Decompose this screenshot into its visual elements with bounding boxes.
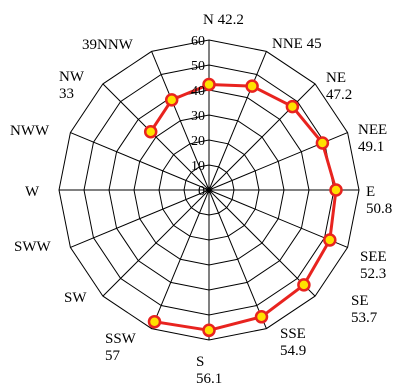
data-point-ne (285, 99, 300, 114)
direction-label-see-value: 52.3 (360, 266, 386, 282)
spoke-nw (102, 83, 210, 191)
data-point-nne (245, 79, 259, 93)
spoke-nne (208, 51, 267, 191)
tick-label: 60 (191, 34, 205, 49)
tick-label: 30 (191, 109, 205, 124)
tick-label: 0 (198, 184, 205, 199)
radar-series (143, 77, 343, 338)
direction-label-ne-value: 47.2 (326, 87, 352, 103)
direction-label-ne: NE (326, 70, 346, 86)
direction-label-s-value: 56.1 (196, 371, 222, 387)
direction-label-nne: NNE 45 (272, 36, 322, 52)
data-point-e (329, 183, 343, 197)
spoke-sse (208, 189, 267, 329)
data-point-sse (254, 310, 269, 324)
direction-label-sse: SSE (280, 326, 306, 342)
data-point-nw (143, 124, 158, 139)
spoke-se (208, 189, 316, 297)
direction-label-sse-value: 54.9 (280, 343, 306, 359)
data-point-see (323, 233, 337, 247)
direction-label-nee: NEE (358, 122, 387, 138)
direction-label-ssw: SSW (105, 331, 137, 347)
spoke-nnw (151, 51, 210, 191)
radial-tick-labels: 0 10 20 30 40 50 60 (191, 34, 205, 199)
direction-label-e-value: 50.8 (366, 201, 392, 217)
data-point-n (202, 77, 216, 92)
spoke-sww (70, 189, 210, 248)
direction-label-nee-value: 49.1 (358, 139, 384, 155)
data-point-nnw (164, 93, 179, 107)
data-point-ssw (147, 314, 162, 329)
direction-label-e: E (366, 184, 375, 200)
direction-label-s: S (196, 354, 204, 370)
spoke-sw (102, 189, 210, 297)
data-point-se (297, 278, 311, 292)
direction-label-nww: NWW (10, 123, 50, 139)
direction-label-sw: SW (64, 290, 87, 306)
direction-label-se-value: 53.7 (351, 310, 378, 326)
direction-label-nnw: 39NNW (82, 37, 134, 53)
direction-label-n: N 42.2 (203, 12, 244, 28)
spoke-ne (208, 83, 316, 191)
tick-label: 40 (191, 84, 205, 99)
radar-grid (58, 39, 360, 341)
direction-label-se: SE (351, 293, 369, 309)
spoke-ssw (151, 189, 210, 329)
direction-label-ssw-value: 57 (105, 348, 121, 364)
direction-label-nw-value: 33 (59, 86, 74, 102)
direction-label-see: SEE (360, 249, 387, 265)
data-point-nee (315, 136, 330, 150)
direction-label-nw: NW (59, 69, 85, 85)
direction-label-sww: SWW (14, 239, 52, 255)
spoke-nww (70, 132, 210, 191)
tick-label: 50 (191, 59, 205, 74)
tick-label: 10 (191, 159, 205, 174)
direction-label-w: W (25, 184, 40, 200)
data-point-s (202, 323, 216, 338)
tick-label: 20 (191, 134, 205, 149)
